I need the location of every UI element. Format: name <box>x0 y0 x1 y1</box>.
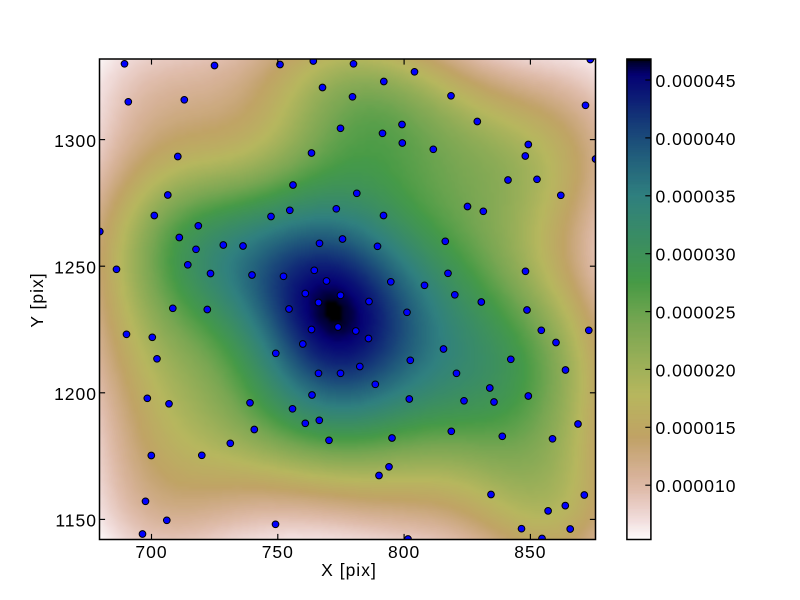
svg-text:700: 700 <box>135 542 167 562</box>
svg-text:0.000030: 0.000030 <box>656 245 737 265</box>
svg-text:1250: 1250 <box>54 258 97 278</box>
svg-text:0.000015: 0.000015 <box>656 418 737 438</box>
svg-text:0.000040: 0.000040 <box>656 129 737 149</box>
svg-text:0.000010: 0.000010 <box>656 476 737 496</box>
svg-text:Y [pix]: Y [pix] <box>27 272 47 327</box>
svg-text:0.000045: 0.000045 <box>656 71 737 91</box>
svg-text:800: 800 <box>388 542 420 562</box>
svg-text:1150: 1150 <box>55 511 97 531</box>
svg-text:0.000035: 0.000035 <box>656 187 737 207</box>
svg-text:850: 850 <box>514 542 546 562</box>
svg-text:1200: 1200 <box>54 384 97 404</box>
svg-text:750: 750 <box>262 542 294 562</box>
svg-text:1300: 1300 <box>54 131 97 151</box>
svg-text:0.000025: 0.000025 <box>656 303 737 323</box>
svg-text:X [pix]: X [pix] <box>321 560 377 580</box>
svg-text:0.000020: 0.000020 <box>656 360 737 380</box>
